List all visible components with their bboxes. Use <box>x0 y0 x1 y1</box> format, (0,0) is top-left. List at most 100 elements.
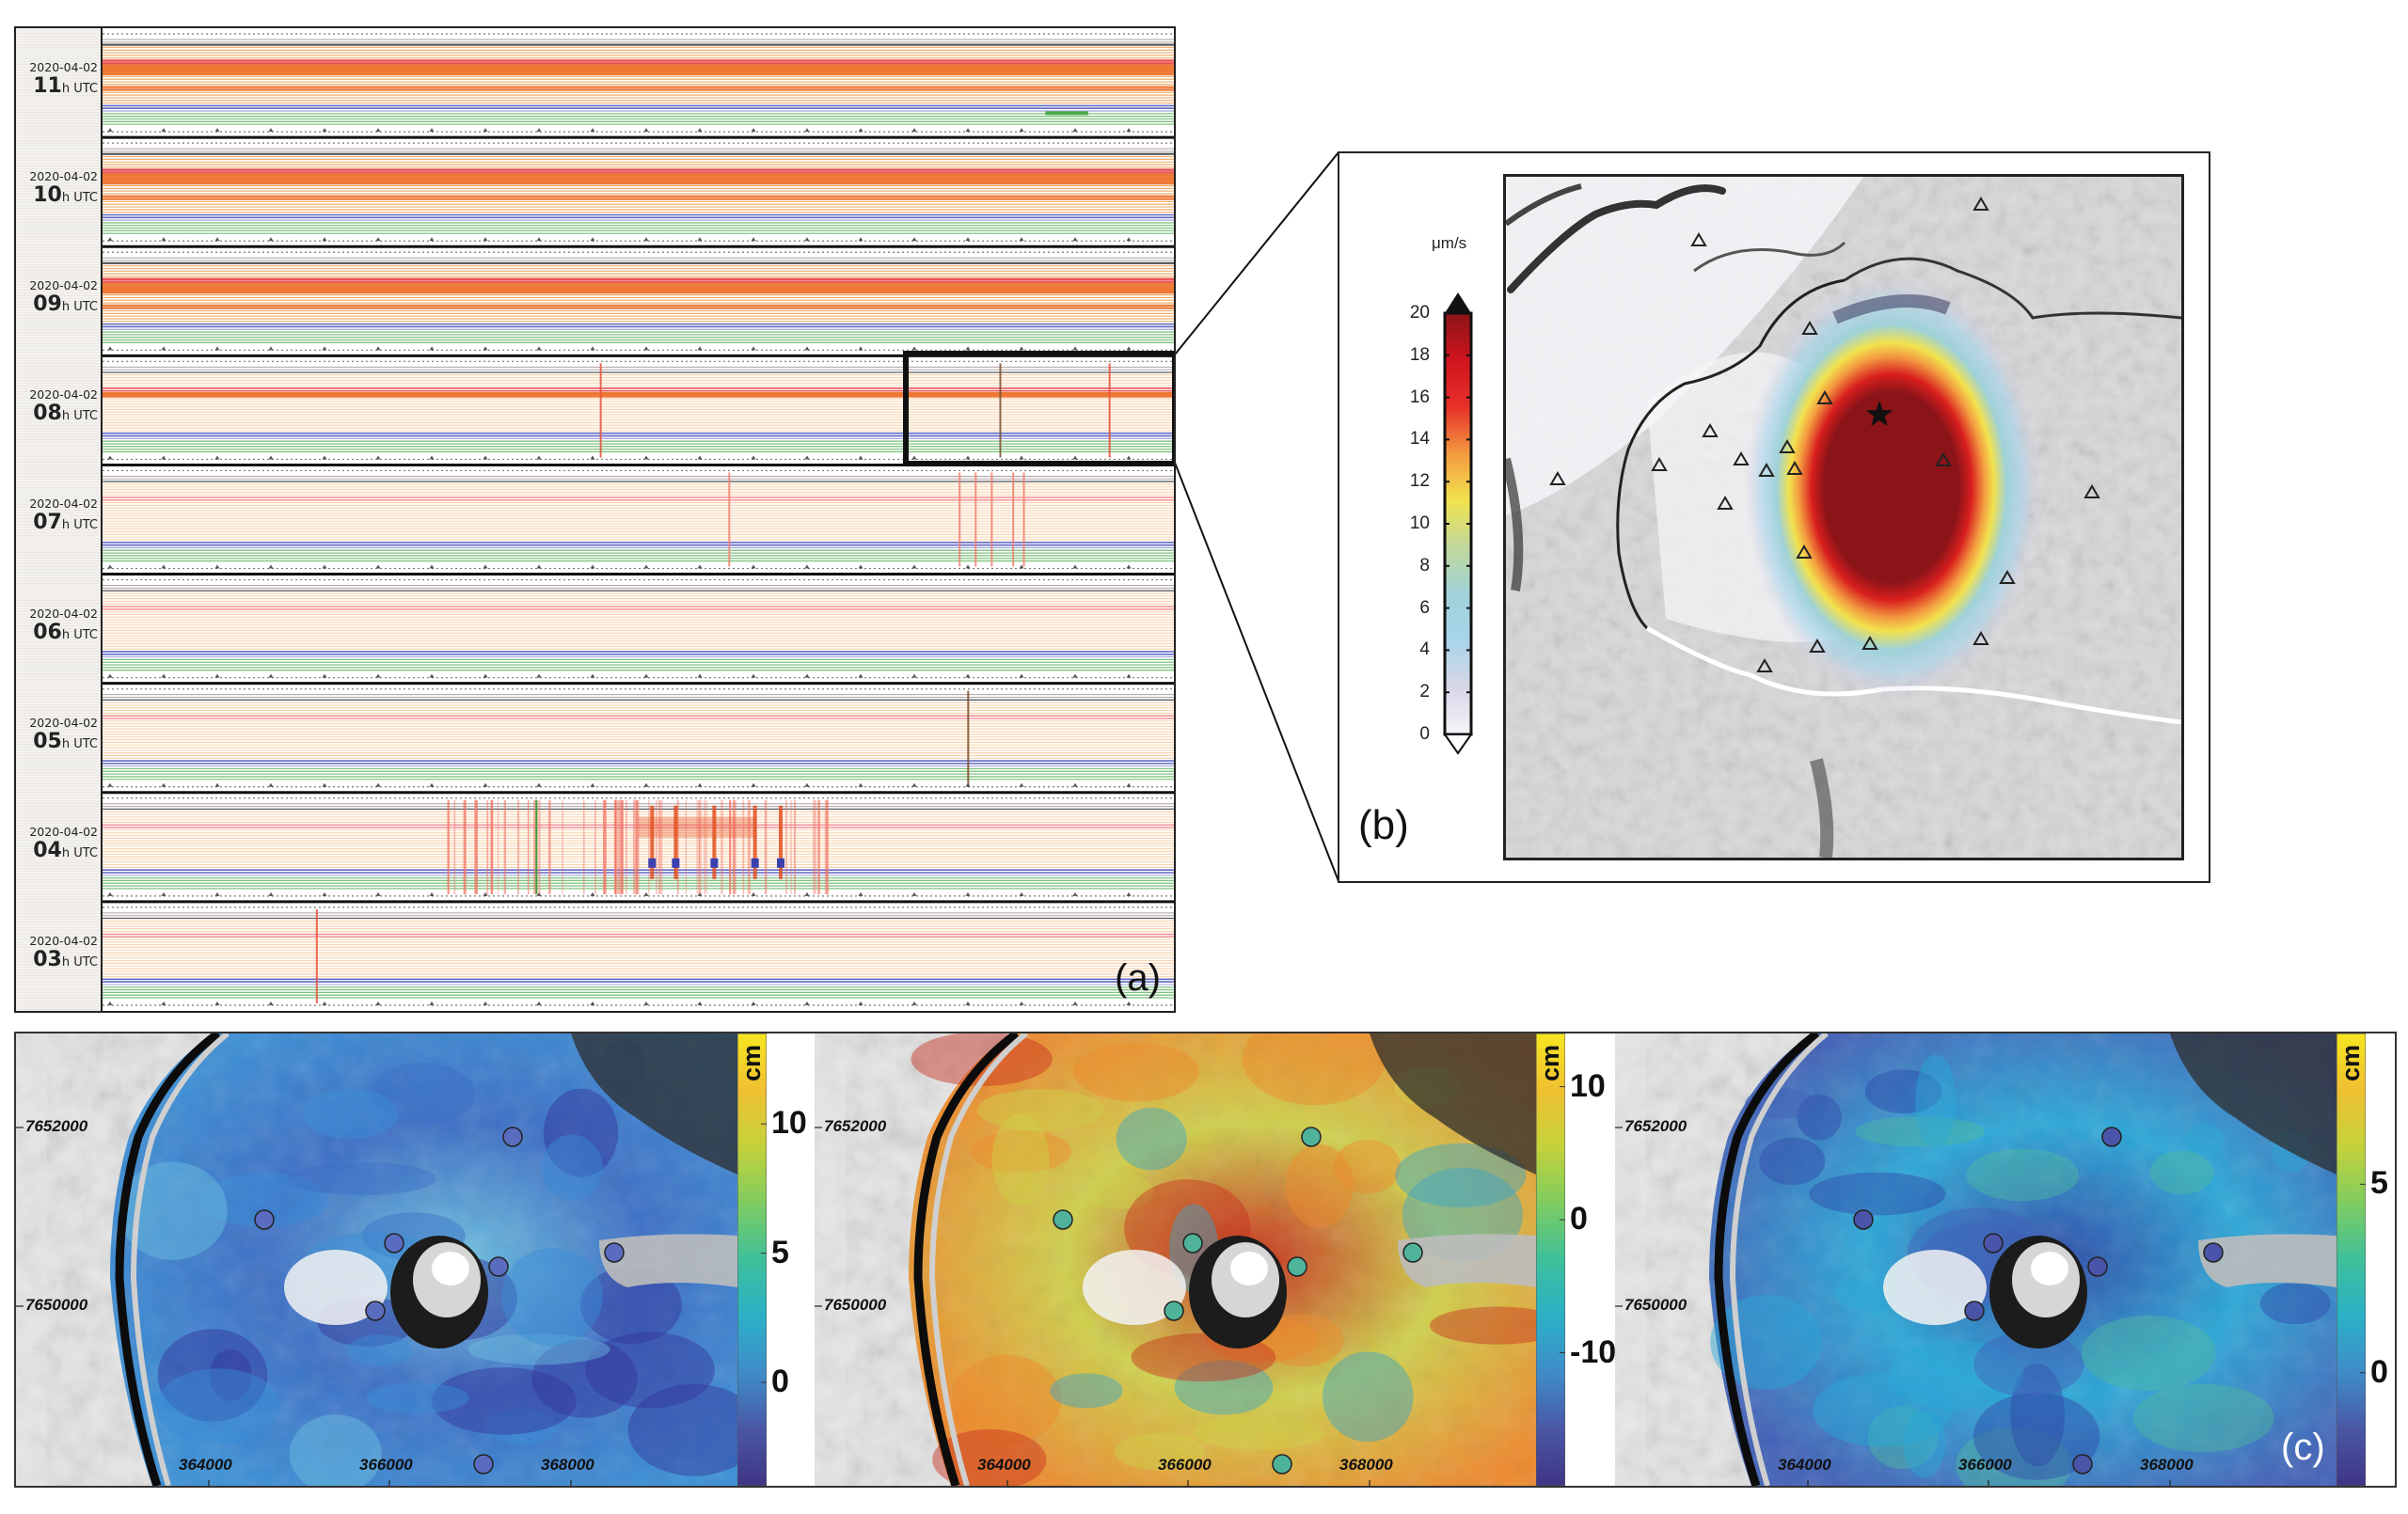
hour-label-date: 2020-04-02 <box>29 169 98 184</box>
minute-tick-marker <box>268 128 274 133</box>
minute-tick-marker <box>965 891 971 896</box>
swarm-peak-blue <box>710 858 719 868</box>
minute-tick-marker <box>697 891 703 896</box>
caldera-rim-edge <box>130 1033 230 1486</box>
minute-tick-marker <box>1019 673 1024 678</box>
minute-tick-marker <box>536 128 542 133</box>
colorbar-tick-label: 10 <box>771 1105 807 1142</box>
minute-tick-marker <box>751 891 756 896</box>
displacement-patch <box>2149 1150 2214 1195</box>
hour-label-hour: 05h UTC <box>16 730 103 753</box>
caldera-rim <box>1714 1033 1820 1486</box>
hour-value: 08 <box>33 402 62 426</box>
minute-tick-marker <box>804 673 810 678</box>
minute-tick-marker <box>590 782 595 787</box>
minute-tick-marker <box>697 673 703 678</box>
displacement-colorbar <box>1536 1033 1565 1486</box>
minute-tick-marker <box>858 673 863 678</box>
lava-flow <box>599 1234 737 1287</box>
minute-tick-marker <box>268 891 274 896</box>
seismic-station-triangle-icon <box>1972 631 1989 645</box>
hour-value: 06 <box>33 620 62 644</box>
minute-tick-marker <box>643 237 649 242</box>
minute-tick-marker <box>322 564 327 569</box>
minute-tick-marker <box>697 128 703 133</box>
easting-label: 366000 <box>359 1456 413 1474</box>
minute-tick-marker <box>107 564 113 569</box>
minute-tick-marker <box>590 1001 595 1005</box>
minute-tick-marker <box>804 128 810 133</box>
minute-tick-marker <box>375 782 381 787</box>
minute-tick-marker <box>214 237 220 242</box>
minute-tick-marker <box>483 782 488 787</box>
minute-tick-marker <box>965 237 971 242</box>
minute-tick-marker <box>1072 1001 1078 1005</box>
displacement-patch <box>157 1329 268 1422</box>
hour-strip <box>103 135 1174 242</box>
minute-tick-marker <box>751 237 756 242</box>
seismic-station-triangle-icon <box>1702 423 1719 437</box>
minute-tick-marker <box>268 782 274 787</box>
northing-label: 7650000 <box>25 1296 88 1314</box>
minute-tick-marker <box>643 891 649 896</box>
minute-tick-marker <box>161 782 166 787</box>
colorbar-gradient <box>2337 1033 2366 1486</box>
relief-shadow <box>571 1033 737 1175</box>
displacement-patch <box>1966 1148 2080 1202</box>
minute-tick-marker <box>751 128 756 133</box>
displacement-patch <box>501 1247 603 1347</box>
displacement-patch <box>1333 1139 1402 1194</box>
minute-tick-marker <box>858 455 863 460</box>
gps-station-circle-icon <box>1301 1127 1322 1147</box>
minute-tick-marker <box>375 891 381 896</box>
seismic-station-triangle-icon <box>1779 439 1796 453</box>
hour-label-date: 2020-04-02 <box>29 387 98 402</box>
displacement-patch <box>431 1367 578 1435</box>
minute-tick-marker <box>643 128 649 133</box>
minute-tick-marker <box>322 891 327 896</box>
hour-label: 2020-04-02 04h UTC <box>16 825 103 862</box>
minute-tick-marker <box>1072 782 1078 787</box>
caldera-rim <box>115 1033 221 1486</box>
hour-label-hour: 07h UTC <box>16 511 103 534</box>
minute-tick-marker <box>590 346 595 351</box>
hour-label-date: 2020-04-02 <box>29 715 98 730</box>
minute-tick-marker <box>590 455 595 460</box>
insar-displacement-map-2 <box>815 1033 1536 1486</box>
minute-tick-marker <box>1126 673 1132 678</box>
minute-tick-marker <box>214 673 220 678</box>
panel-b-ground-velocity-map: μm/s 20 18 16 14 12 10 8 6 4 2 0 (b) <box>1338 151 2210 883</box>
minute-tick-marker <box>322 237 327 242</box>
seismic-station-triangle-icon <box>1796 544 1813 559</box>
minute-tick-marker <box>536 1001 542 1005</box>
minute-tick-marker <box>965 564 971 569</box>
minute-tick-marker <box>965 1001 971 1005</box>
swarm-peak-blue <box>776 858 784 868</box>
hour-label-column: 2020-04-02 11h UTC 2020-04-02 10h UTC 2020-0… <box>16 28 103 1011</box>
minute-tick-marker <box>536 564 542 569</box>
hour-label-date: 2020-04-02 <box>29 497 98 512</box>
displacement-patch <box>156 1368 281 1444</box>
minute-tick-marker <box>322 782 327 787</box>
displacement-patch <box>543 1088 619 1177</box>
colorbar-tick-label: 20 <box>1409 303 1430 323</box>
minute-tick-marker <box>643 564 649 569</box>
minute-tick-marker <box>804 346 810 351</box>
hour-label: 2020-04-02 05h UTC <box>16 716 103 753</box>
minute-tick-marker <box>858 346 863 351</box>
minute-tick-marker <box>858 782 863 787</box>
gps-station-circle-icon <box>1272 1454 1292 1475</box>
hour-unit: h UTC <box>61 300 98 315</box>
decorrelated-area <box>1083 1250 1186 1325</box>
minute-tick-marker <box>429 891 435 896</box>
minute-tick-marker <box>107 1001 113 1005</box>
hour-value: 07 <box>33 511 62 535</box>
hour-label-date: 2020-04-02 <box>29 606 98 621</box>
displacement-colorbar <box>2337 1033 2366 1486</box>
seismic-swarm-burst <box>447 799 829 894</box>
displacement-patch <box>970 1130 1071 1174</box>
caldera-rim <box>913 1033 1020 1486</box>
displacement-patch <box>585 1332 715 1409</box>
hour-label: 2020-04-02 11h UTC <box>16 60 103 98</box>
displacement-patch <box>2184 1124 2226 1156</box>
